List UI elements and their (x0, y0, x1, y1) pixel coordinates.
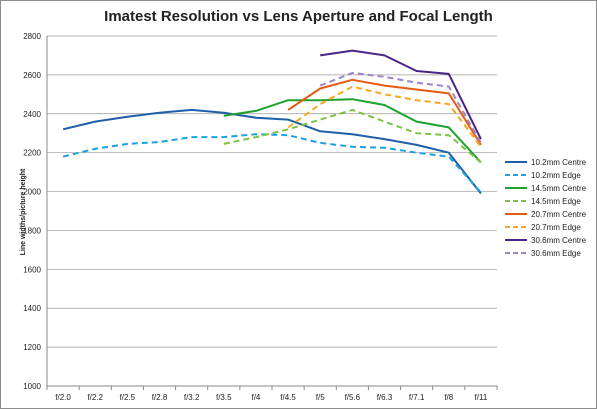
x-tick-label: f/7.1 (409, 393, 425, 402)
y-tick-label: 1600 (23, 265, 41, 274)
x-tick-label: f/4 (251, 393, 260, 402)
series-line-14-5mm-edge (223, 108, 482, 164)
y-axis-label: Line widths/picture height (20, 168, 27, 255)
y-tick-label: 1000 (23, 382, 41, 391)
x-tick-labels: f/2.0 f/2.2 f/2.5 f/2.8 f/3.2 f/3.5 f/4 f/4.5 f/… (46, 386, 498, 402)
series-lines (62, 49, 482, 195)
x-tick-label: f/8 (444, 393, 453, 402)
series-line-10-2mm-centre (62, 108, 482, 195)
legend-label-14-5mm-edge: 14.5mm Edge (531, 197, 581, 206)
gridlines (46, 35, 497, 387)
legend-label-10-2mm-edge: 10.2mm Edge (531, 171, 581, 180)
y-tick-label: 2800 (23, 32, 41, 41)
chart-title: Imatest Resolution vs Lens Aperture and … (104, 8, 493, 25)
legend-label-30-6mm-centre: 30.6mm Centre (531, 236, 587, 245)
x-tick-label: f/3.5 (216, 393, 232, 402)
x-tick-label: f/5.6 (345, 393, 361, 402)
x-tick-label: f/3.2 (184, 393, 200, 402)
y-tick-labels: 1000 1200 1400 1600 1800 2000 2200 2400 2600 2800 (23, 32, 41, 391)
x-tick-label: f/5 (316, 393, 325, 402)
legend-label-20-7mm-edge: 20.7mm Edge (531, 223, 581, 232)
y-tick-label: 1800 (23, 226, 41, 235)
x-tick-label: f/2.8 (152, 393, 168, 402)
y-tick-label: 2400 (23, 110, 41, 119)
x-tick-label: f/11 (475, 393, 488, 402)
series-line-30-6mm-edge (319, 71, 482, 144)
series-line-30-6mm-centre (320, 49, 482, 140)
y-tick-label: 1400 (23, 304, 41, 313)
x-tick-label: f/2.2 (87, 393, 103, 402)
series-line-14-5mm-centre (223, 98, 482, 164)
y-tick-label: 1200 (23, 343, 41, 352)
x-tick-label: f/6.3 (377, 393, 393, 402)
legend-label-10-2mm-centre: 10.2mm Centre (531, 158, 587, 167)
series-line-20-7mm-centre (287, 78, 482, 146)
legend-label-14-5mm-centre: 14.5mm Centre (531, 184, 587, 193)
x-tick-label: f/2.0 (55, 393, 71, 402)
series-line-10-2mm-edge (62, 133, 482, 194)
legend-label-30-6mm-edge: 30.6mm Edge (531, 249, 581, 258)
x-tick-label: f/4.5 (280, 393, 296, 402)
legend-label-20-7mm-centre: 20.7mm Centre (531, 210, 587, 219)
series-line-20-7mm-edge (287, 85, 482, 148)
y-tick-label: 2200 (23, 149, 41, 158)
y-tick-label: 2600 (23, 71, 41, 80)
legend: 10.2mm Centre 10.2mm Edge 14.5mm Centre 14.… (505, 158, 587, 258)
y-tick-label: 2000 (23, 188, 41, 197)
x-tick-label: f/2.5 (120, 393, 136, 402)
